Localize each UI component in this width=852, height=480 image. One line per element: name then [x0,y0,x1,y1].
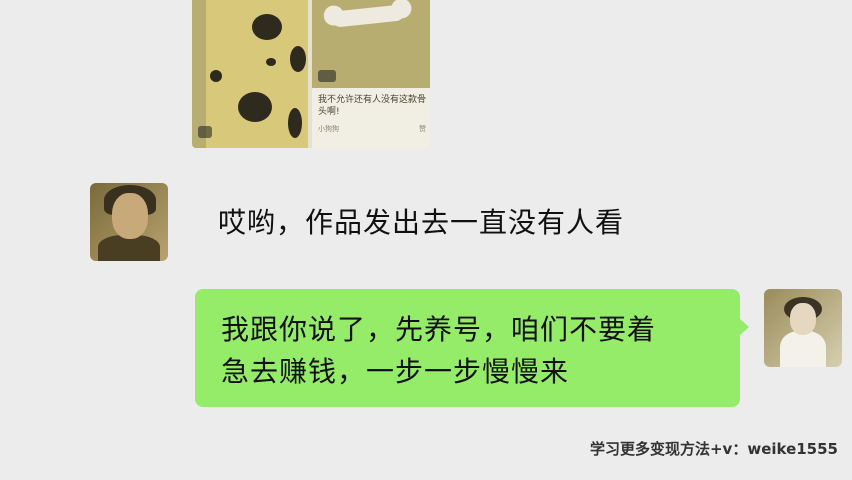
watermark-text: 学习更多变现方法+v：weike1555 [589,440,838,458]
message-left: 哎哟，作品发出去一直没有人看 [218,206,625,239]
bone-image [312,0,430,88]
message-right-line: 我跟你说了，先养号，咱们不要着 [221,313,657,346]
media-icon [198,126,212,138]
cheese-image [206,0,308,148]
card-like: 赞 [419,125,426,133]
bone-thumbnail[interactable]: 我不允许还有人没有这款骨头啊! 小狗狗 赞 [312,0,430,148]
shared-image-card[interactable]: 我不允许还有人没有这款骨头啊! 小狗狗 赞 [192,0,430,148]
bubble-tail [739,318,749,336]
message-right-line: 急去赚钱，一步一步慢慢来 [221,355,570,388]
cheese-thumbnail[interactable] [192,0,308,148]
bone-icon [331,4,405,28]
card-footer: 小狗狗 赞 [318,124,426,134]
avatar-left[interactable] [90,183,168,261]
card-author: 小狗狗 [318,125,339,133]
message-right-bubble[interactable]: 我跟你说了，先养号，咱们不要着 急去赚钱，一步一步慢慢来 [195,289,740,407]
card-caption: 我不允许还有人没有这款骨头啊! [318,95,427,117]
avatar-right[interactable] [764,289,842,367]
media-icon [318,70,336,82]
